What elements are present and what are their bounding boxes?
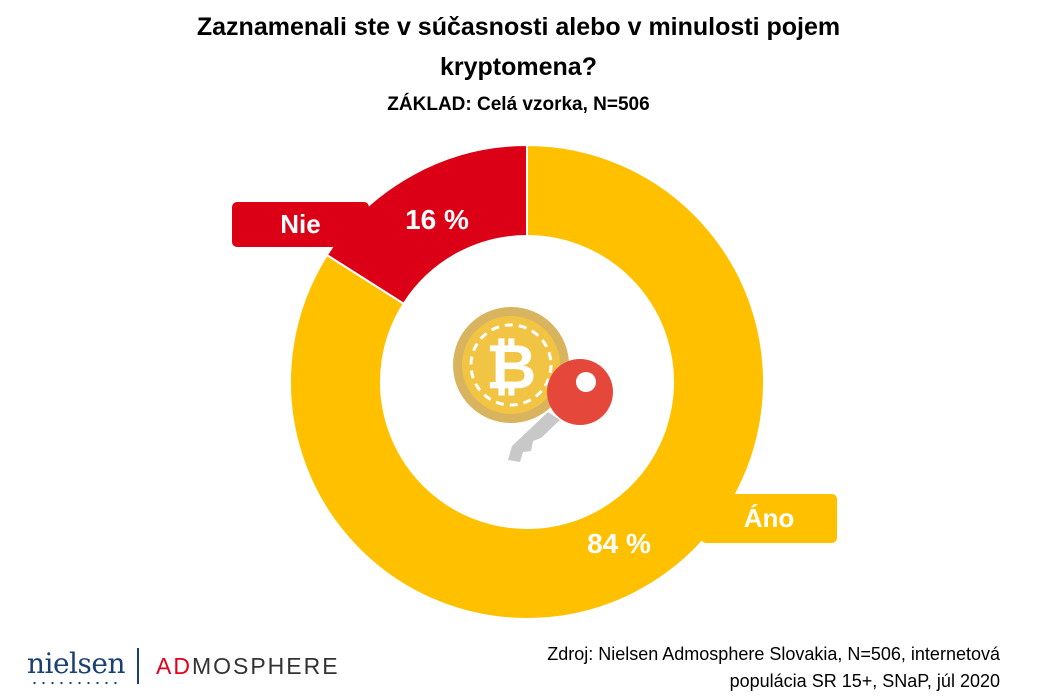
category-label-nie: Nie [232,202,369,247]
data-label-nie: 16 % [405,204,469,235]
key-hole-icon [576,372,596,392]
coin-dashed-ring-icon [469,323,553,407]
key-head-icon [547,359,613,425]
donut-slice-ano [289,143,765,620]
admosphere-logo-mosphere: MOSPHERE [191,653,340,679]
donut-slices [289,143,765,620]
nielsen-logo-dots [30,681,120,685]
nielsen-logo: nielsen [27,647,126,680]
donut-slice-nie [325,143,528,306]
chart-subtitle: ZÁKLAD: Celá vzorka, N=506 [387,94,650,115]
coin-inner-icon [462,316,560,414]
bitcoin-symbol-icon: ₿ [486,330,537,403]
logo-separator [137,648,139,684]
chart-title-line-2: kryptomena? [440,53,597,81]
source-line-1: Zdroj: Nielsen Admosphere Slovakia, N=50… [547,644,1000,664]
category-label-ano: Áno [701,494,837,543]
chart-title-line-1: Zaznamenali ste v súčasnosti alebo v min… [196,13,841,41]
data-label-ano: 84 % [587,528,651,559]
source-note: Zdroj: Nielsen Admosphere Slovakia, N=50… [547,641,1000,695]
admosphere-logo-ad: AD [156,653,192,679]
admosphere-logo: ADMOSPHERE [156,652,340,680]
key-shaft-icon [508,412,560,462]
source-line-2: populácia SR 15+, SNaP, júl 2020 [729,671,1000,691]
bitcoin-key-icon: ₿ [453,307,613,462]
